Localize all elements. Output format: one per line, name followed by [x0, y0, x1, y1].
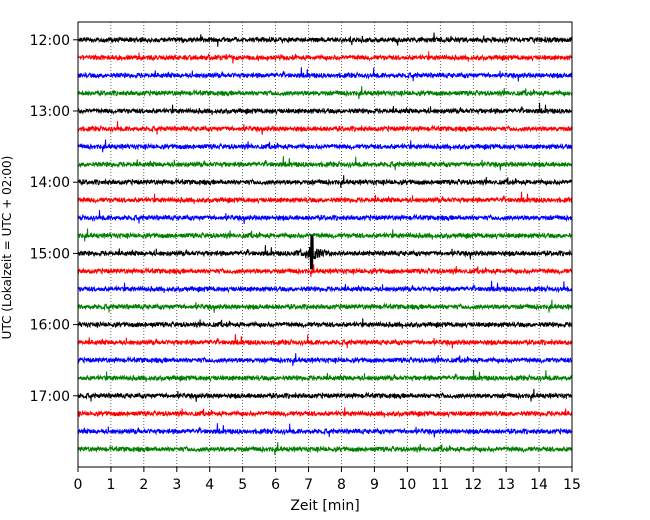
x-axis-label: Zeit [min] [290, 498, 359, 514]
x-tick-label: 11 [431, 477, 449, 493]
trace-line [77, 102, 573, 116]
y-tick-label: 17:00 [30, 389, 70, 405]
x-tick-label: 0 [74, 477, 83, 493]
plot-frame [77, 21, 573, 468]
trace-line [77, 120, 573, 135]
trace-line [77, 407, 573, 418]
trace-line [77, 86, 573, 100]
trace-line [77, 228, 573, 242]
trace-line [77, 388, 573, 402]
trace-line [77, 32, 573, 47]
trace-line [77, 156, 573, 171]
trace-line [77, 67, 573, 82]
trace-line [77, 318, 573, 329]
trace-line [77, 299, 573, 313]
trace-line [77, 369, 573, 383]
y-axis-label: UTC (Lokalzeit = UTC + 02:00) [0, 156, 14, 340]
x-tick-label: 2 [139, 477, 148, 493]
trace-line [77, 139, 573, 153]
trace-line [77, 209, 573, 224]
trace-line [77, 280, 573, 294]
trace-line [77, 175, 573, 189]
x-tick-label: 6 [271, 477, 280, 493]
x-tick-label: 3 [172, 477, 181, 493]
x-tick-label: 10 [398, 477, 416, 493]
x-tick-label: 15 [563, 477, 581, 493]
trace-line [77, 51, 573, 64]
x-tick-label: 14 [530, 477, 548, 493]
y-tick-label: 16:00 [30, 318, 70, 334]
trace-line [77, 353, 573, 367]
x-tick-label: 12 [464, 477, 482, 493]
trace-line [77, 423, 573, 438]
x-tick-label: 5 [238, 477, 247, 493]
x-tick-label: 7 [304, 477, 313, 493]
y-tick-label: 12:00 [30, 33, 70, 49]
y-tick-label: 15:00 [30, 246, 70, 262]
y-axis-ticks: 12:00 13:00 14:00 15:00 16:00 17:00 [30, 33, 78, 405]
trace-line [77, 334, 573, 349]
x-tick-label: 1 [106, 477, 115, 493]
trace-line [77, 191, 573, 205]
trace-line [77, 235, 573, 270]
y-tick-label: 14:00 [30, 175, 70, 191]
x-tick-label: 13 [497, 477, 515, 493]
x-tick-label: 8 [337, 477, 346, 493]
x-tick-label: 9 [370, 477, 379, 493]
trace-line [77, 264, 573, 278]
x-axis-ticks: 0 1 2 3 4 5 6 7 8 9 10 11 12 13 14 15 [74, 467, 581, 493]
y-tick-label: 13:00 [30, 104, 70, 120]
x-tick-label: 4 [205, 477, 214, 493]
trace-group [77, 32, 573, 456]
trace-line [77, 442, 573, 456]
